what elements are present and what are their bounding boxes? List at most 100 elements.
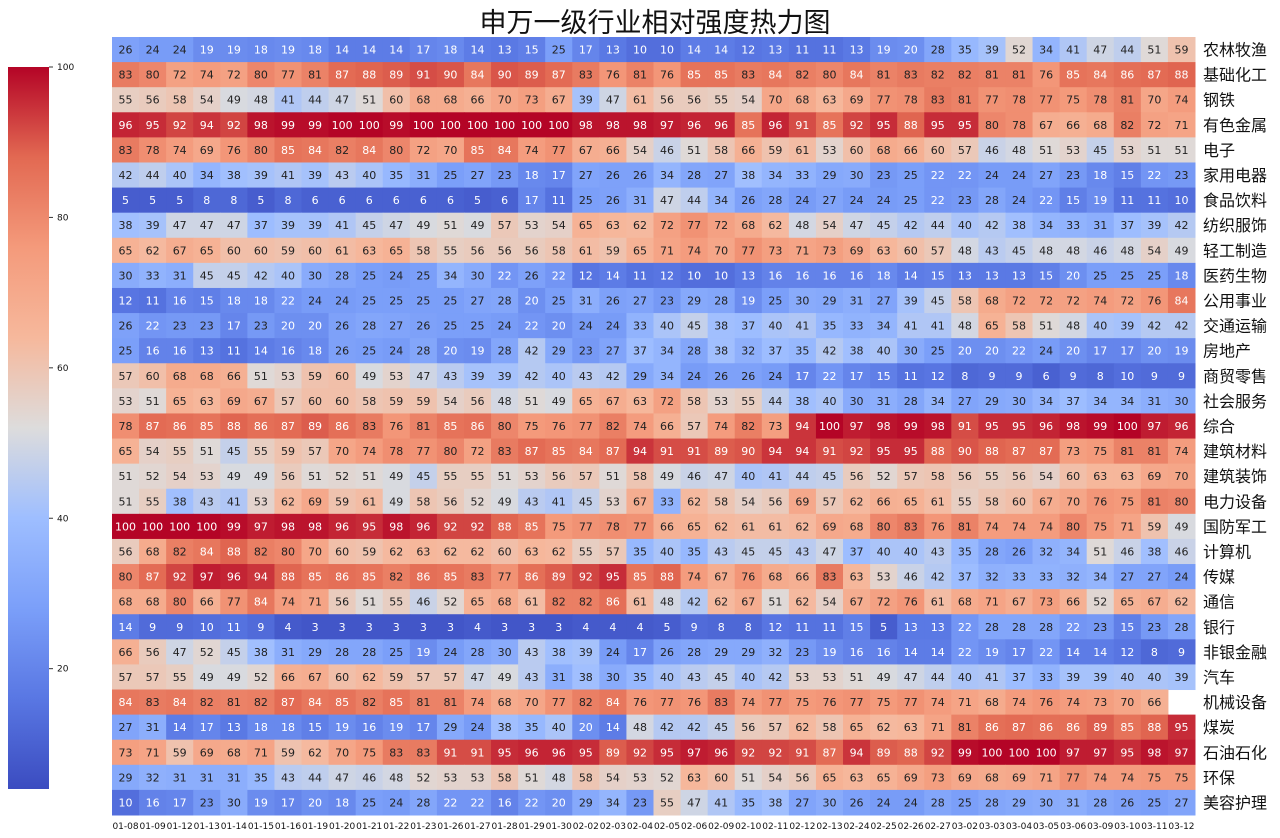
cell-value-label: 88 xyxy=(1174,69,1188,82)
heatmap-cell xyxy=(707,538,736,565)
cell-value-label: 39 xyxy=(308,169,322,182)
colorbar-tick-label: 80 xyxy=(57,213,69,223)
cell-value-label: 55 xyxy=(741,395,755,408)
chart-title: 申万一级行业相对强度热力图 xyxy=(480,8,831,39)
cell-value-label: 85 xyxy=(1066,69,1080,82)
heatmap-cell xyxy=(707,488,736,515)
heatmap-cell xyxy=(788,87,817,113)
heatmap-cell xyxy=(924,438,952,465)
heatmap-cell xyxy=(815,338,844,364)
cell-value-label: 45 xyxy=(227,445,241,458)
heatmap-cell xyxy=(815,37,844,63)
cell-value-label: 71 xyxy=(931,721,945,734)
cell-value-label: 19 xyxy=(254,796,268,809)
cell-value-label: 52 xyxy=(660,771,674,784)
heatmap-cell xyxy=(1059,413,1088,440)
heatmap-cell xyxy=(112,37,140,63)
cell-value-label: 39 xyxy=(308,219,322,232)
heatmap-cell xyxy=(274,37,303,63)
cell-value-label: 68 xyxy=(443,94,457,107)
cell-value-label: 94 xyxy=(795,445,809,458)
cell-value-label: 98 xyxy=(579,119,593,132)
row-label: 基础化工 xyxy=(1203,66,1267,85)
cell-value-label: 60 xyxy=(335,545,349,558)
cell-value-label: 71 xyxy=(308,596,322,609)
heatmap-cell xyxy=(815,388,844,414)
cell-value-label: 65 xyxy=(173,395,187,408)
cell-value-label: 62 xyxy=(471,545,485,558)
cell-value-label: 51 xyxy=(525,771,539,784)
heatmap-cell xyxy=(680,614,709,640)
cell-value-label: 49 xyxy=(416,219,430,232)
cell-value-label: 24 xyxy=(606,320,620,333)
cell-value-label: 85 xyxy=(822,119,836,132)
cell-value-label: 31 xyxy=(552,671,566,684)
heatmap-cell xyxy=(1086,338,1115,364)
heatmap-cell xyxy=(382,112,411,138)
cell-value-label: 14 xyxy=(119,621,133,634)
heatmap-cell xyxy=(139,614,167,640)
heatmap-cell xyxy=(897,413,925,440)
cell-value-label: 83 xyxy=(822,571,836,584)
cell-value-label: 9 xyxy=(1178,370,1185,383)
cell-value-label: 48 xyxy=(1066,320,1080,333)
cell-value-label: 47 xyxy=(335,94,349,107)
heatmap-cell xyxy=(626,789,654,816)
cell-value-label: 34 xyxy=(660,169,674,182)
heatmap-cell xyxy=(843,162,871,189)
heatmap-cell xyxy=(843,488,871,515)
cell-value-label: 59 xyxy=(173,746,187,759)
heatmap-cell xyxy=(1086,162,1115,189)
heatmap-cell xyxy=(193,413,221,440)
heatmap-cell xyxy=(924,87,952,113)
cell-value-label: 100 xyxy=(115,520,136,533)
heatmap-cell xyxy=(328,363,357,389)
cell-value-label: 66 xyxy=(471,94,485,107)
heatmap-cell xyxy=(707,614,736,640)
heatmap-cell xyxy=(897,538,925,565)
cell-value-label: 62 xyxy=(281,495,295,508)
cell-value-label: 63 xyxy=(633,395,647,408)
cell-value-label: 18 xyxy=(254,295,268,308)
heatmap-cell xyxy=(788,789,817,816)
cell-value-label: 14 xyxy=(335,44,349,57)
cell-value-label: 54 xyxy=(443,395,457,408)
heatmap-cell xyxy=(1086,287,1115,314)
heatmap-cell xyxy=(274,413,303,440)
cell-value-label: 24 xyxy=(1174,571,1188,584)
heatmap-cell xyxy=(328,212,357,239)
cell-value-label: 22 xyxy=(1147,169,1161,182)
heatmap-cell xyxy=(1032,187,1061,214)
heatmap-cell xyxy=(112,313,140,339)
heatmap-cell xyxy=(112,62,140,88)
cell-value-label: 10 xyxy=(1174,194,1188,207)
cell-value-label: 38 xyxy=(741,169,755,182)
cell-value-label: 17 xyxy=(1093,345,1107,358)
heatmap-cell xyxy=(1140,363,1169,389)
heatmap-cell xyxy=(951,689,979,716)
heatmap-cell xyxy=(1140,62,1169,88)
cell-value-label: 34 xyxy=(714,194,728,207)
cell-value-label: 81 xyxy=(1147,445,1161,458)
heatmap-cell xyxy=(978,37,1006,63)
heatmap-cell xyxy=(463,388,492,414)
heatmap-cell xyxy=(382,513,411,540)
heatmap-cell xyxy=(951,589,979,615)
heatmap-cell xyxy=(897,162,925,189)
heatmap-cell xyxy=(409,538,438,565)
heatmap-cell xyxy=(139,112,167,138)
cell-value-label: 3 xyxy=(339,621,346,634)
cell-value-label: 58 xyxy=(931,470,945,483)
cell-value-label: 45 xyxy=(877,219,891,232)
heatmap-cell xyxy=(1140,112,1169,138)
cell-value-label: 69 xyxy=(200,144,214,157)
heatmap-cell xyxy=(436,664,465,691)
heatmap-cell xyxy=(707,187,736,214)
cell-value-label: 82 xyxy=(389,571,403,584)
cell-value-label: 45 xyxy=(931,295,945,308)
cell-value-label: 26 xyxy=(714,370,728,383)
heatmap-cell xyxy=(545,463,573,490)
heatmap-cell xyxy=(301,463,330,490)
heatmap-cell xyxy=(761,664,790,691)
cell-value-label: 29 xyxy=(443,721,457,734)
